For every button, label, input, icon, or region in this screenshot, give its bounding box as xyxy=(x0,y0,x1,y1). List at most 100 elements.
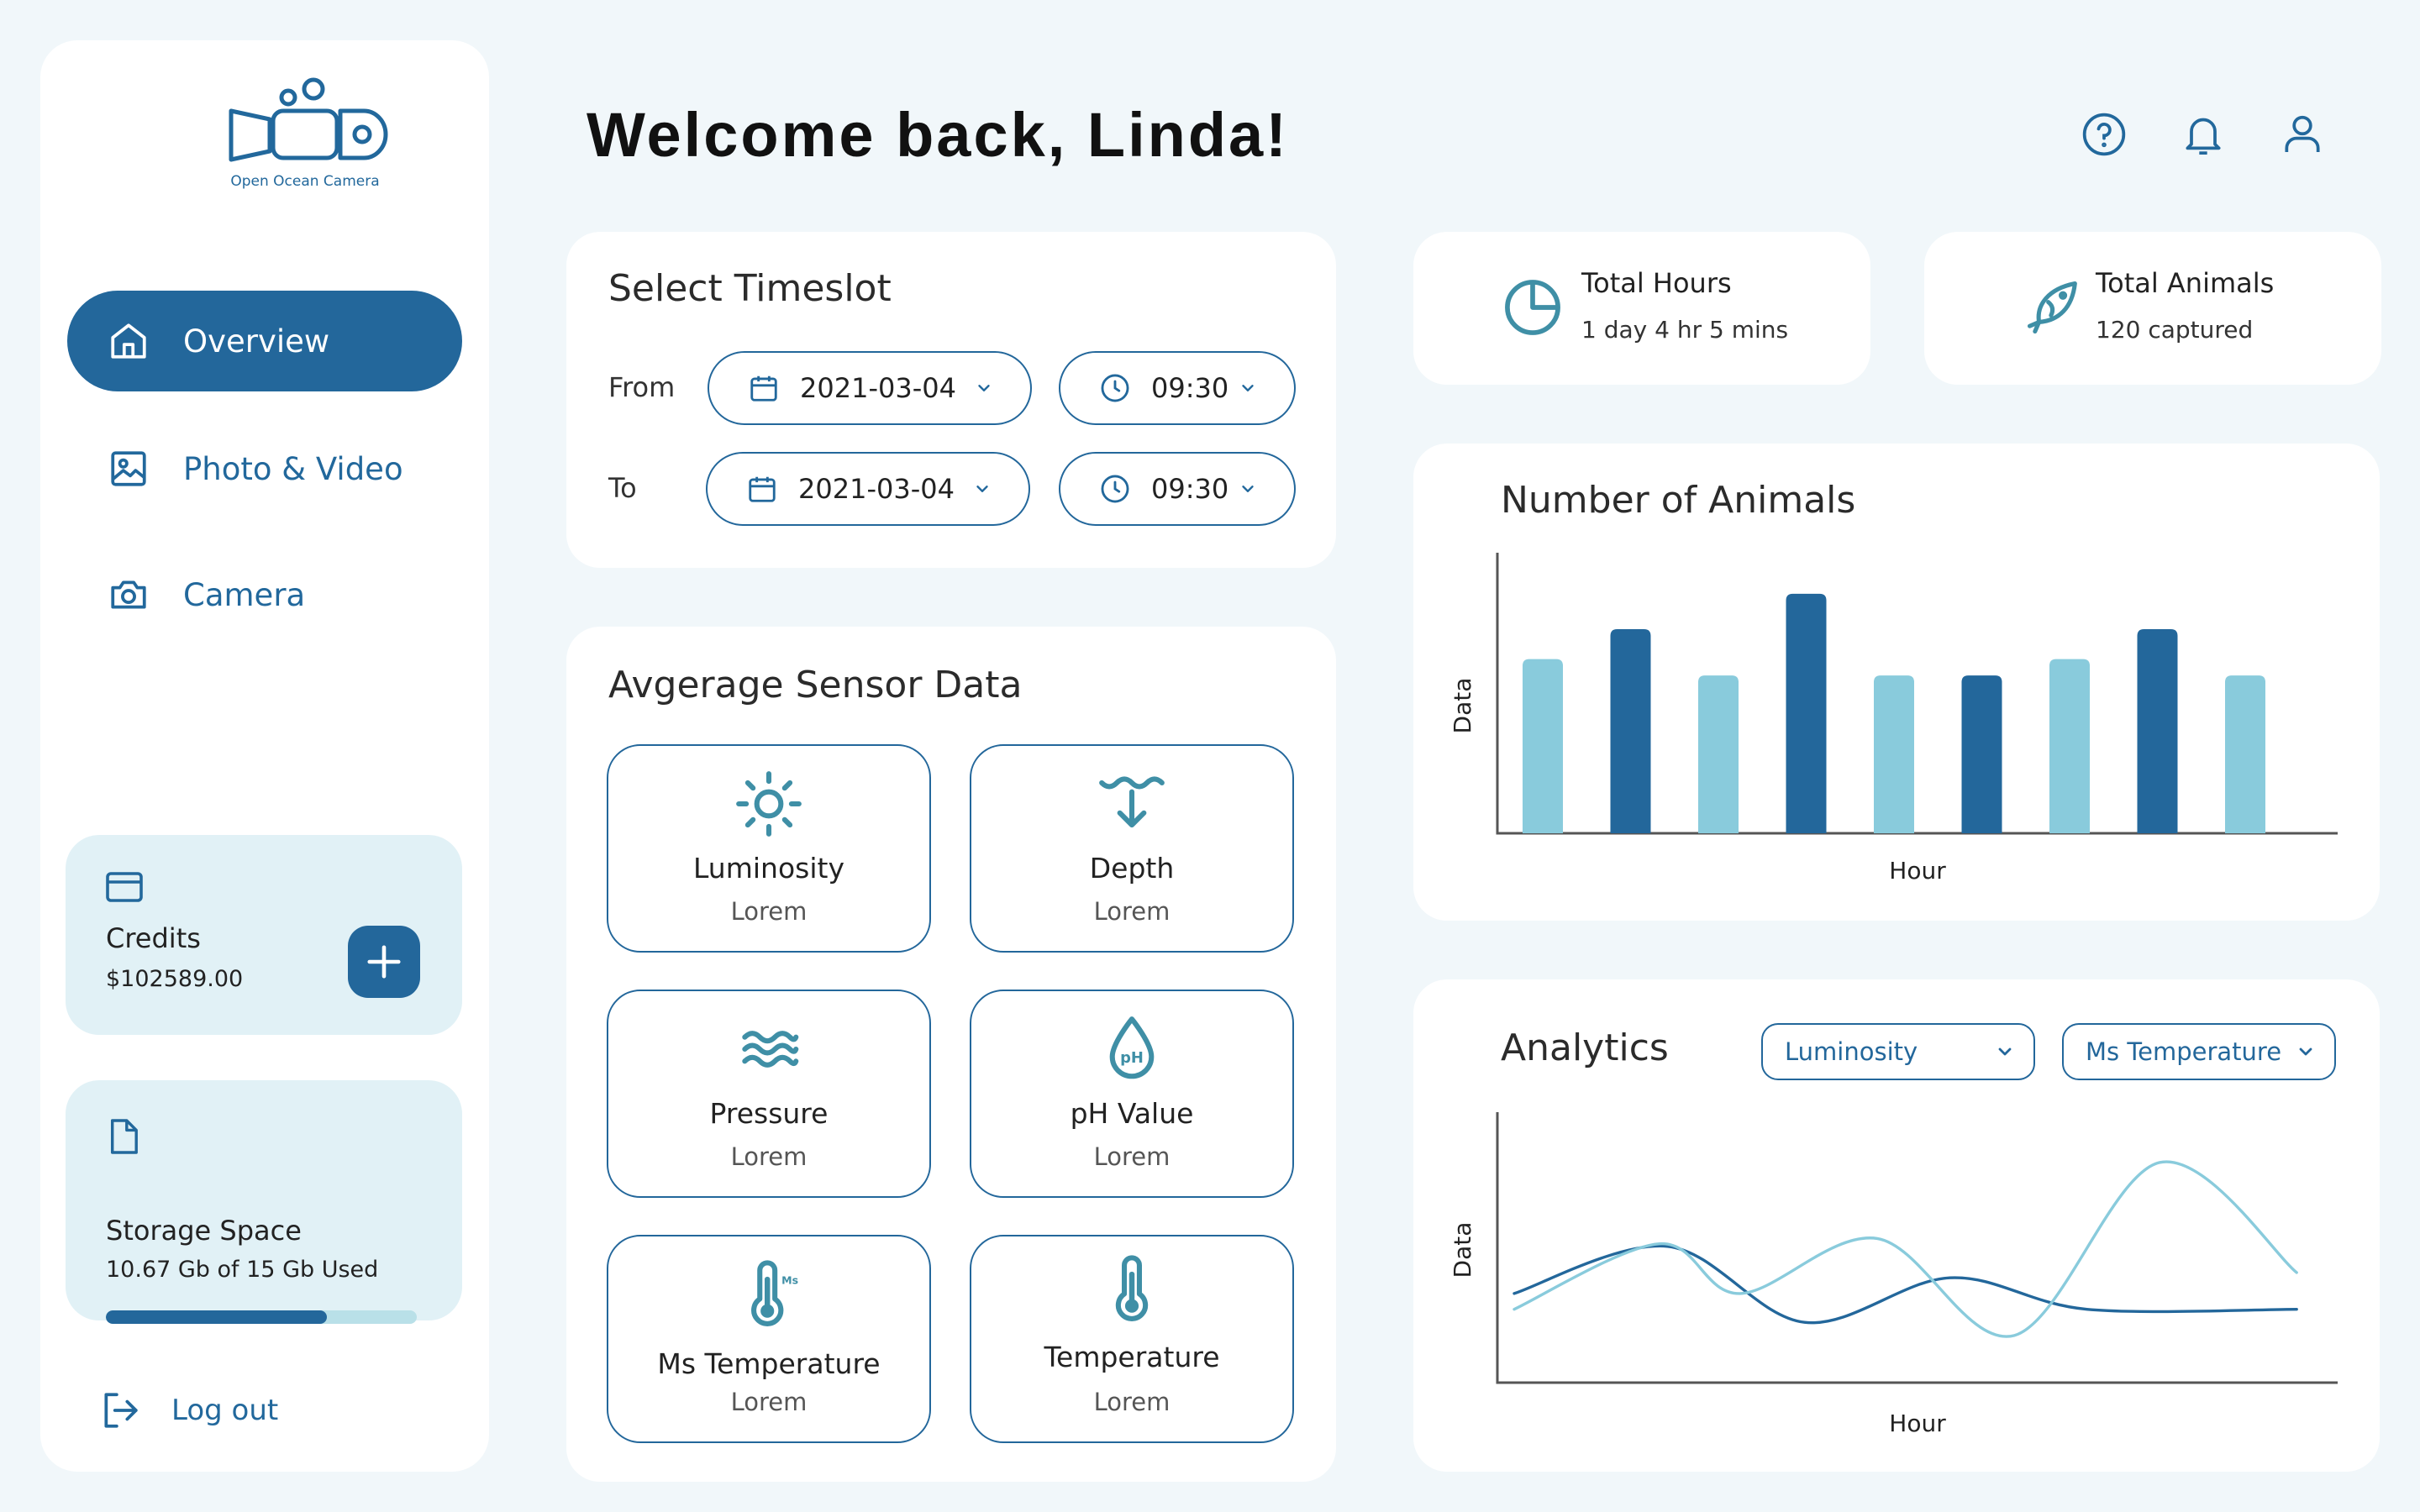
animals-chart-title: Number of Animals xyxy=(1501,479,1856,522)
logout-label: Log out xyxy=(171,1394,279,1427)
credits-amount: $102589.00 xyxy=(106,966,244,992)
plus-icon xyxy=(367,945,401,979)
help-button[interactable] xyxy=(2079,109,2129,160)
chevron-down-icon xyxy=(2296,1042,2316,1062)
credits-card: Credits $102589.00 xyxy=(66,835,462,1035)
from-time-picker[interactable]: 09:30 xyxy=(1059,351,1296,425)
chevron-down-icon xyxy=(1239,379,1257,397)
bar-2 xyxy=(1610,629,1651,833)
logo-text: Open Ocean Camera xyxy=(230,173,380,190)
bar-9 xyxy=(2225,675,2265,833)
waves-icon xyxy=(608,1011,929,1087)
total-animals-title: Total Animals xyxy=(2096,267,2275,299)
profile-button[interactable] xyxy=(2277,109,2328,160)
credits-title: Credits xyxy=(106,922,201,954)
depth-icon xyxy=(971,766,1292,842)
x-axis-label: Hour xyxy=(1889,1410,1946,1437)
analytics-line-chart: Hour Data xyxy=(1449,1112,2338,1437)
to-time-picker[interactable]: 09:30 xyxy=(1059,452,1296,526)
sensor-tile-pressure[interactable]: Pressure Lorem xyxy=(607,990,931,1198)
sensor-name: Luminosity xyxy=(693,852,844,885)
from-date-value: 2021-03-04 xyxy=(800,372,956,404)
sensor-tile-temperature[interactable]: Temperature Lorem xyxy=(970,1235,1294,1443)
x-axis-label: Hour xyxy=(1889,857,1946,885)
chevron-down-icon xyxy=(975,379,993,397)
clock-icon xyxy=(1099,372,1131,404)
sensor-name: pH Value xyxy=(1070,1097,1194,1130)
bar-6 xyxy=(1961,675,2002,833)
user-icon xyxy=(2285,115,2320,152)
app-logo[interactable]: Open Ocean Camera xyxy=(217,77,393,203)
sensor-name: Depth xyxy=(1089,852,1175,885)
to-label: To xyxy=(608,472,637,504)
sensor-value: Lorem xyxy=(1093,897,1171,926)
series-line-2 xyxy=(1512,1160,2298,1338)
ms-thermometer-icon: Ms xyxy=(608,1257,929,1332)
sensor-tile-ph[interactable]: pH pH Value Lorem xyxy=(970,990,1294,1198)
to-time-value: 09:30 xyxy=(1151,473,1229,505)
series1-select-value: Luminosity xyxy=(1785,1037,1918,1066)
calendar-icon xyxy=(746,473,778,505)
sidebar-item-label: Camera xyxy=(183,576,306,613)
logout-button[interactable]: Log out xyxy=(99,1389,278,1431)
notifications-button[interactable] xyxy=(2178,109,2228,160)
sensor-value: Lorem xyxy=(1093,1388,1171,1416)
pie-clock-icon xyxy=(1501,276,1565,343)
chevron-down-icon xyxy=(973,480,992,498)
series1-select[interactable]: Luminosity xyxy=(1761,1023,2035,1080)
series-line-1 xyxy=(1512,1244,2298,1325)
logout-icon xyxy=(99,1389,141,1431)
bar-1 xyxy=(1523,659,1563,833)
series2-select[interactable]: Ms Temperature xyxy=(2062,1023,2336,1080)
chevron-down-icon xyxy=(1239,480,1257,498)
sidebar-item-label: Overview xyxy=(183,323,330,360)
sensor-value: Lorem xyxy=(1093,1142,1171,1171)
sensor-tile-luminosity[interactable]: Luminosity Lorem xyxy=(607,744,931,953)
analytics-title: Analytics xyxy=(1501,1026,1669,1069)
animals-bar-chart: Hour Data xyxy=(1449,553,2338,885)
total-animals-value: 120 captured xyxy=(2096,316,2254,344)
sensor-title: Avgerage Sensor Data xyxy=(608,664,1023,706)
total-hours-value: 1 day 4 hr 5 mins xyxy=(1581,316,1789,344)
to-date-picker[interactable]: 2021-03-04 xyxy=(706,452,1030,526)
fish-icon xyxy=(2022,276,2086,343)
from-time-value: 09:30 xyxy=(1151,372,1229,404)
timeslot-title: Select Timeslot xyxy=(608,267,892,310)
bell-icon xyxy=(2186,118,2221,155)
to-date-value: 2021-03-04 xyxy=(798,473,955,505)
series2-select-value: Ms Temperature xyxy=(2086,1037,2282,1066)
sensor-value: Lorem xyxy=(730,897,808,926)
from-date-picker[interactable]: 2021-03-04 xyxy=(708,351,1032,425)
storage-usage: 10.67 Gb of 15 Gb Used xyxy=(106,1257,379,1283)
ph-drop-icon: pH xyxy=(971,1011,1292,1087)
sensor-tile-ms-temperature[interactable]: Ms Ms Temperature Lorem xyxy=(607,1235,931,1443)
sidebar-item-photo-video[interactable]: Photo & Video xyxy=(67,418,462,519)
sensor-value: Lorem xyxy=(730,1142,808,1171)
storage-card: Storage Space 10.67 Gb of 15 Gb Used xyxy=(66,1080,462,1324)
clock-icon xyxy=(1099,473,1131,505)
storage-progress-fill xyxy=(106,1310,328,1324)
total-hours-card: Total Hours 1 day 4 hr 5 mins xyxy=(1413,232,1870,385)
file-icon xyxy=(108,1117,139,1159)
storage-progress-bar xyxy=(106,1310,417,1324)
calendar-icon xyxy=(748,372,780,404)
help-icon xyxy=(2082,113,2126,156)
bar-4 xyxy=(1786,593,1827,833)
sidebar-item-overview[interactable]: Overview xyxy=(67,291,462,391)
sensor-tile-depth[interactable]: Depth Lorem xyxy=(970,744,1294,953)
bar-5 xyxy=(1874,675,1914,833)
add-credits-button[interactable] xyxy=(348,926,420,998)
x-y-axes xyxy=(1496,1112,2338,1384)
chevron-down-icon xyxy=(1995,1042,2015,1062)
camera-icon xyxy=(106,572,151,617)
ms-icon-text: Ms xyxy=(781,1273,798,1286)
sensor-name: Pressure xyxy=(709,1097,829,1130)
sidebar-item-label: Photo & Video xyxy=(183,450,403,487)
image-icon xyxy=(106,446,151,491)
sensor-name: Ms Temperature xyxy=(657,1347,881,1380)
sun-icon xyxy=(608,766,929,842)
page-title: Welcome back, Linda! xyxy=(587,100,1289,170)
credit-card-icon xyxy=(104,870,145,907)
sidebar-item-camera[interactable]: Camera xyxy=(67,544,462,645)
sensor-value: Lorem xyxy=(730,1388,808,1416)
